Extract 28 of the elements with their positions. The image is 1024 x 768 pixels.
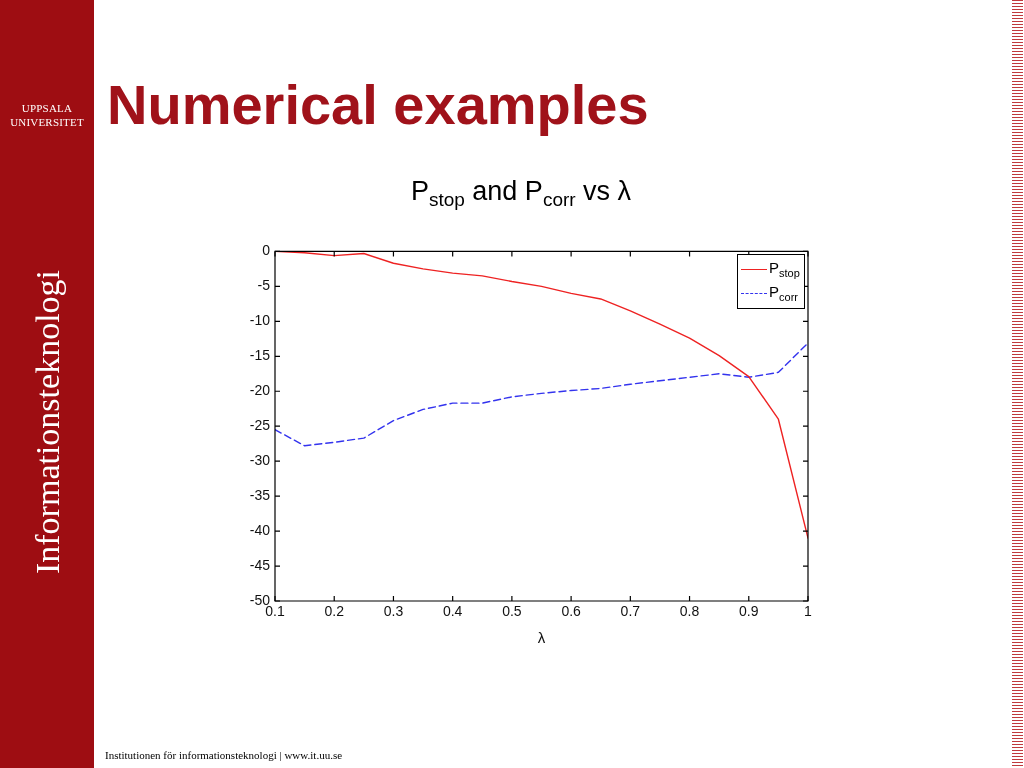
x-tick-label: 0.6 bbox=[561, 603, 582, 620]
y-tick-label: -35 bbox=[249, 486, 271, 503]
text: Informationsteknologi bbox=[29, 269, 67, 575]
legend-label: P$_{stop}$ bbox=[769, 259, 800, 280]
x-tick-label: 0.9 bbox=[739, 603, 759, 620]
y-tick-label: -30 bbox=[249, 452, 271, 469]
x-tick-label: 0.7 bbox=[620, 603, 641, 620]
y-tick-label: -5 bbox=[257, 277, 271, 294]
y-tick-label: 0 bbox=[262, 242, 271, 259]
y-tick-label: -40 bbox=[249, 521, 271, 538]
x-tick-label: 1 bbox=[804, 603, 813, 620]
chart-subtitle: P$_{stop}$ and P$_{corr}$ vs λ bbox=[409, 176, 633, 212]
legend-label: P$_{corr}$ bbox=[769, 283, 798, 304]
chart-title: Numerical examples bbox=[107, 72, 649, 137]
y-tick-label: -25 bbox=[249, 417, 271, 434]
x-tick-label: 0.3 bbox=[383, 603, 404, 620]
y-tick-label: -10 bbox=[249, 312, 271, 329]
y-tick-label: -45 bbox=[249, 556, 271, 573]
x-tick-label: 0.5 bbox=[502, 603, 522, 620]
y-tick-label: -20 bbox=[249, 382, 271, 399]
x-tick-label: 0.2 bbox=[324, 603, 345, 620]
x-tick-label: 0.8 bbox=[679, 603, 700, 620]
x-tick-label: 0.4 bbox=[442, 603, 463, 620]
line-series bbox=[275, 342, 808, 447]
text: Institutionen för informationsteknologi | www.it.uu.se bbox=[105, 749, 343, 761]
x-axis-title: λ bbox=[537, 629, 546, 647]
text: UPPSALA UNIVERSITET bbox=[9, 101, 85, 129]
y-tick-label: -15 bbox=[249, 347, 271, 364]
